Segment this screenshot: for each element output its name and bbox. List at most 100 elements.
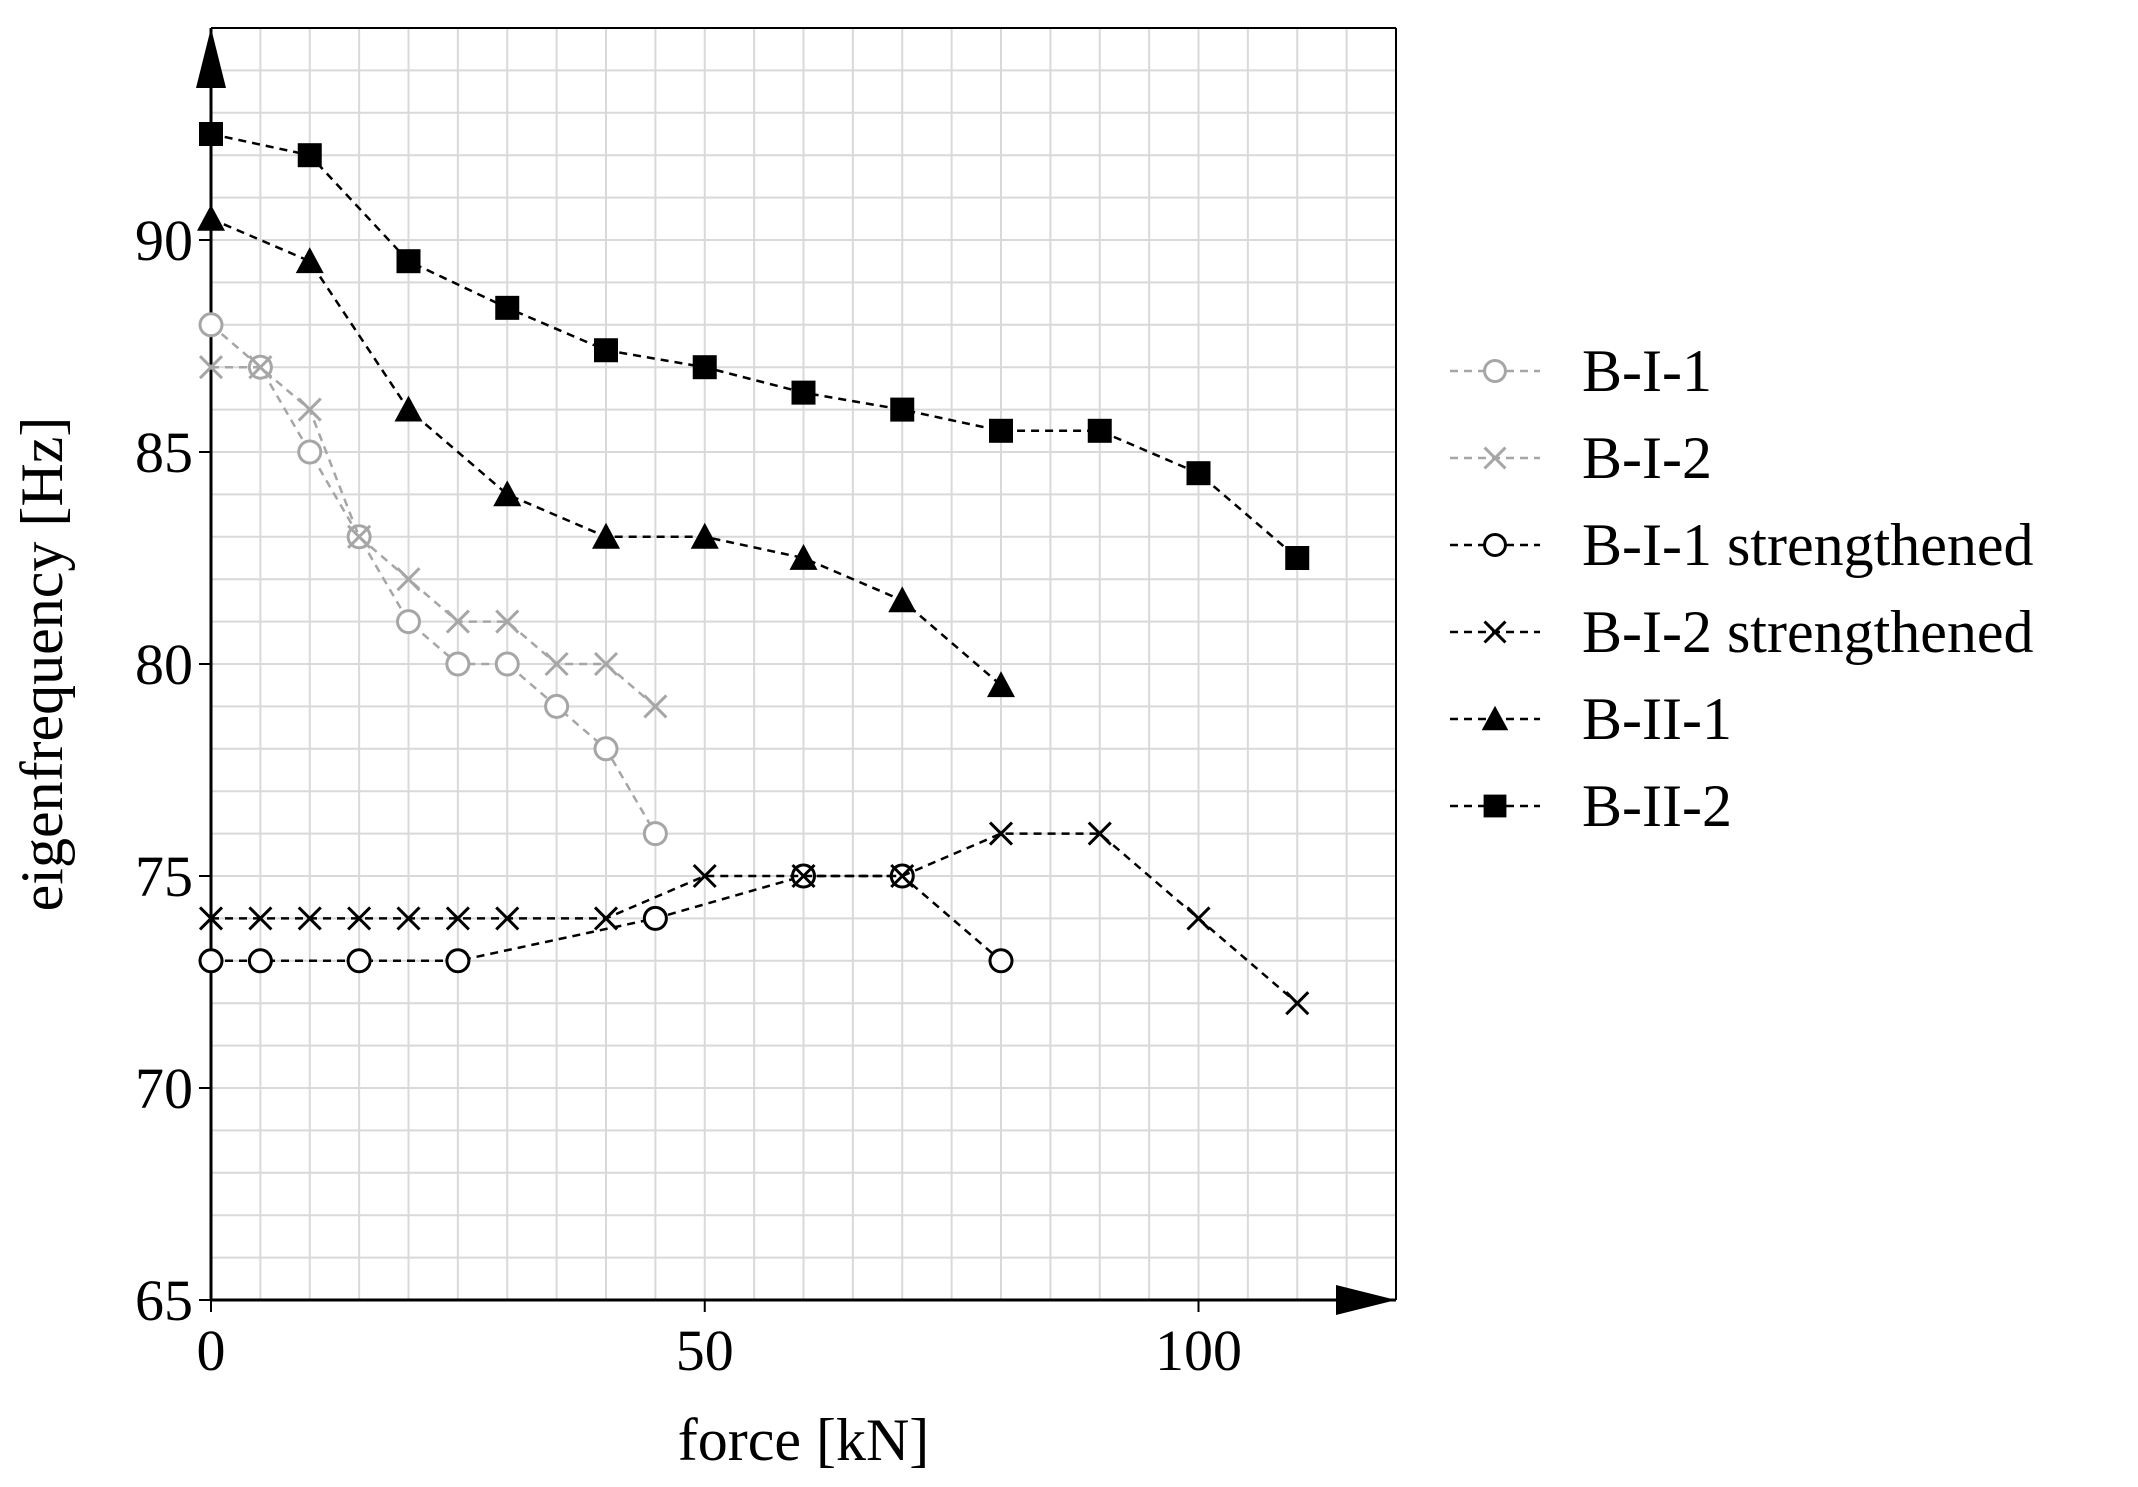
data-point-b-i-1 [445, 651, 471, 677]
x-marker-stroke [593, 651, 619, 677]
data-point-b-ii-1 [295, 247, 324, 274]
legend-marker [1483, 359, 1507, 383]
legend-label: B-I-2 strengthened [1582, 599, 2034, 665]
data-point-b-ii-2 [1285, 546, 1310, 570]
grid [211, 27, 1397, 1300]
data-point-b-i-2-strengthened [988, 821, 1014, 846]
x-axis-title: force [kN] [678, 1407, 930, 1473]
data-point-b-i-1 [494, 651, 520, 677]
legend-entry-b-i-2: B-I-2 [1450, 425, 1712, 491]
y-axis-title: eigenfrequency [Hz] [9, 417, 75, 912]
legend-marker [1483, 794, 1507, 818]
x-marker-stroke [198, 906, 224, 931]
data-point-b-ii-1 [493, 480, 522, 507]
legend-marker [1483, 533, 1507, 557]
data-point-b-ii-2 [297, 143, 322, 168]
data-point-b-i-2-strengthened [495, 906, 520, 931]
data-point-b-i-1-strengthened [346, 948, 372, 974]
x-marker-stroke [248, 355, 273, 380]
x-marker-stroke [1483, 620, 1507, 644]
x-tick-label: 100 [1155, 1318, 1242, 1383]
x-marker-stroke [1186, 906, 1211, 931]
axes [196, 27, 1397, 1315]
data-point-b-ii-2 [594, 338, 618, 363]
data-point-b-i-2-strengthened [890, 863, 915, 889]
data-point-b-i-2 [445, 609, 470, 634]
y-tick-label: 85 [135, 420, 193, 485]
data-point-b-i-1 [544, 693, 570, 719]
data-point-b-ii-2 [1087, 418, 1112, 443]
legend-label: B-I-1 strengthened [1582, 512, 2034, 578]
data-point-b-i-1 [396, 609, 421, 635]
x-marker-stroke [692, 863, 717, 889]
data-point-b-i-1 [593, 736, 619, 762]
data-point-b-i-2 [198, 355, 224, 380]
x-tick-label: 50 [676, 1318, 734, 1383]
data-point-b-i-2-strengthened [445, 906, 470, 931]
data-point-b-i-2-strengthened [248, 906, 273, 931]
series-b-i-2 [198, 355, 668, 719]
data-point-b-i-2-strengthened [198, 906, 224, 931]
data-point-b-i-2 [297, 397, 322, 422]
data-point-b-ii-1 [789, 544, 818, 570]
data-point-b-i-2-strengthened [1186, 906, 1211, 931]
data-point-b-i-1-strengthened [198, 948, 224, 974]
data-point-b-i-2 [396, 567, 421, 592]
data-point-b-ii-1 [987, 671, 1015, 698]
legend-label: B-II-2 [1582, 773, 1732, 839]
x-marker-stroke [445, 609, 470, 634]
y-axis-arrowhead [196, 28, 226, 88]
legend-entry-b-i-1: B-I-1 [1450, 338, 1712, 404]
y-tick-label: 90 [135, 208, 193, 273]
data-point-b-i-1-strengthened [247, 948, 273, 974]
legend-entry-b-i-2-strengthened: B-I-2 strengthened [1450, 599, 2034, 665]
data-point-b-ii-1 [592, 522, 620, 549]
x-axis-arrowhead [1336, 1285, 1396, 1315]
data-point-b-i-1-strengthened [988, 948, 1014, 974]
data-point-b-i-2-strengthened [1087, 821, 1112, 846]
data-point-b-i-2-strengthened [593, 906, 619, 931]
series-b-ii-2 [199, 122, 1310, 570]
data-point-b-ii-2 [791, 380, 816, 405]
data-point-b-i-2 [593, 651, 619, 677]
data-point-b-i-2 [544, 651, 569, 677]
legend: B-I-1 B-I-2 B-I-1 strengthened B-I-2 streng… [1450, 338, 2034, 839]
legend-entry-b-ii-2: B-II-2 [1450, 773, 1732, 839]
data-point-b-ii-2 [890, 397, 915, 422]
x-marker-stroke [643, 694, 668, 719]
series-line-b-i-2 [211, 365, 657, 708]
x-marker-stroke [988, 821, 1014, 846]
data-point-b-i-2-strengthened [692, 863, 717, 889]
x-marker-stroke [544, 651, 569, 677]
data-point-b-i-1 [297, 439, 323, 465]
data-point-b-ii-1 [888, 586, 917, 613]
data-point-b-i-2-strengthened [347, 906, 372, 931]
x-marker-stroke [791, 863, 816, 889]
x-marker-stroke [445, 906, 470, 931]
data-point-b-ii-1 [394, 395, 423, 422]
x-marker-stroke [396, 906, 421, 931]
x-marker-stroke [347, 524, 372, 549]
x-marker-stroke [495, 609, 520, 634]
y-tick-label: 70 [135, 1056, 193, 1121]
data-point-b-ii-2 [495, 295, 520, 320]
tick-labels: 0 50 100 65 70 75 80 85 90 [135, 208, 1242, 1383]
y-tick-label: 65 [135, 1268, 193, 1333]
axis-titles: force [kN] eigenfrequency [Hz] [9, 417, 929, 1473]
legend-marker [1481, 705, 1509, 731]
x-marker-stroke [1483, 446, 1507, 470]
legend-label: B-I-2 [1582, 425, 1712, 491]
data-point-b-i-2 [643, 694, 668, 719]
series-b-i-2-strengthened [198, 821, 1310, 1016]
x-marker-stroke [297, 906, 322, 931]
x-marker-stroke [1087, 821, 1112, 846]
x-marker-stroke [495, 906, 520, 931]
data-point-b-ii-2 [396, 249, 421, 274]
series-b-ii-1 [197, 204, 1015, 698]
data-point-b-ii-2 [199, 122, 223, 146]
data-point-b-ii-2 [1186, 461, 1211, 486]
data-point-b-i-2 [347, 524, 372, 549]
x-marker-stroke [248, 906, 273, 931]
y-tick-label: 75 [135, 844, 193, 909]
